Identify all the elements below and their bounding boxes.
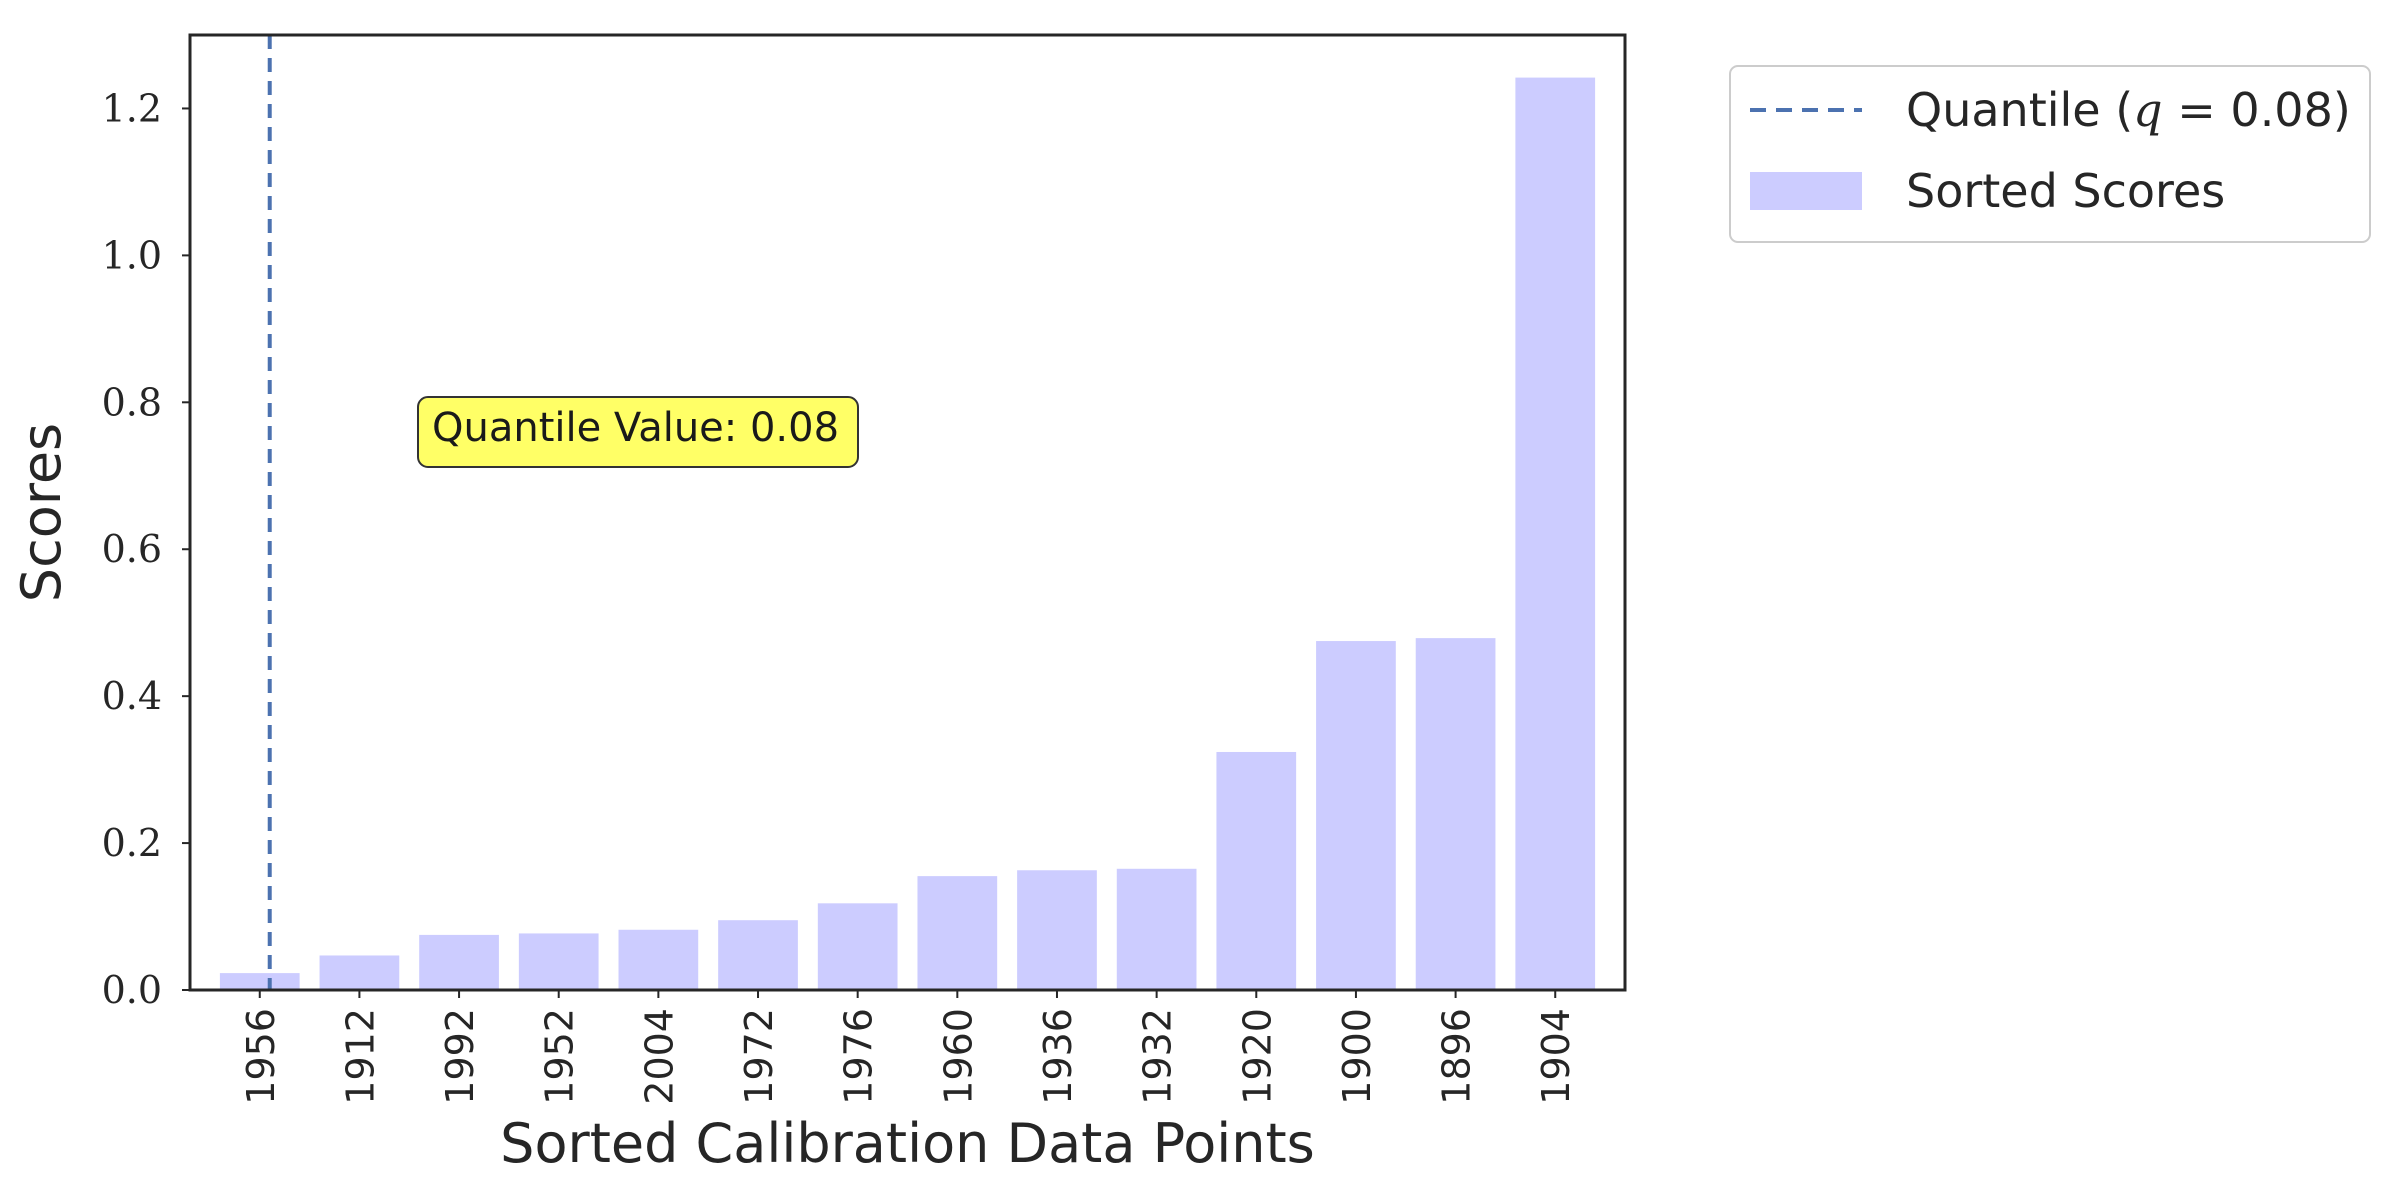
legend-quantile-suffix: ) [2333,83,2351,137]
bar [518,933,599,990]
x-tick-label: 1952 [538,1008,582,1105]
y-tick-label: 0.2 [102,821,162,865]
legend-quantile-prefix: Quantile ( [1906,83,2133,137]
x-tick-label: 1904 [1534,1008,1578,1105]
legend-quantile-var: q [2133,83,2162,137]
legend-quantile-value: 0.08 [2230,83,2332,137]
x-tick-label: 1960 [936,1008,980,1105]
bars-layer [219,77,1596,991]
y-tick-label: 0.8 [102,380,162,424]
legend: Quantile (q = 0.08) Sorted Scores [1729,65,2371,243]
bar [1017,870,1097,990]
x-tick-label: 1932 [1136,1008,1180,1105]
y-axis: 0.0 0.2 0.4 0.6 0.8 1.0 1.2 [102,86,190,1012]
x-tick-label: 1992 [438,1008,482,1105]
y-axis-label: Scores [10,423,73,602]
y-tick-label: 0.6 [102,527,162,571]
y-tick-label: 0.0 [102,968,162,1012]
y-tick-label: 0.4 [102,674,162,718]
bar [1515,77,1596,991]
bar [1116,868,1197,990]
bar [219,973,300,990]
bar [718,920,798,990]
bar [319,955,400,990]
x-tick-label: 1912 [338,1008,382,1105]
x-tick-label: 2004 [637,1008,681,1105]
x-tick-label: 1976 [837,1008,881,1105]
x-tick-label: 1956 [239,1008,283,1105]
bar [1216,751,1297,990]
x-tick-label: 1936 [1036,1008,1080,1105]
x-axis: 1956 1912 1992 1952 2004 1972 1976 1960 1936 1932… [239,990,1578,1105]
legend-bar-label: Sorted Scores [1906,164,2225,218]
legend-quantile-label: Quantile (q = 0.08) [1906,83,2351,137]
annotation-box [417,396,859,468]
x-tick-label: 1920 [1235,1008,1279,1105]
y-tick-label: 1.2 [102,86,162,130]
legend-quantile-eq: = [2163,83,2231,137]
y-tick-label: 1.0 [102,233,162,277]
x-tick-label: 1972 [737,1008,781,1105]
annotation-text: Quantile Value: 0.08 [432,405,839,451]
x-tick-label: 1900 [1335,1008,1379,1105]
bar [817,903,898,990]
bar [917,876,998,990]
bar [1415,638,1496,990]
legend-bar-swatch [1750,172,1862,210]
bar [618,929,699,990]
annotation: Quantile Value: 0.08 [417,396,859,468]
legend-frame [1729,65,2371,243]
plot-frame [188,33,1627,992]
bar [1316,641,1396,990]
bar [419,934,499,990]
x-axis-label: Sorted Calibration Data Points [500,1112,1315,1175]
x-tick-label: 1896 [1435,1008,1479,1105]
